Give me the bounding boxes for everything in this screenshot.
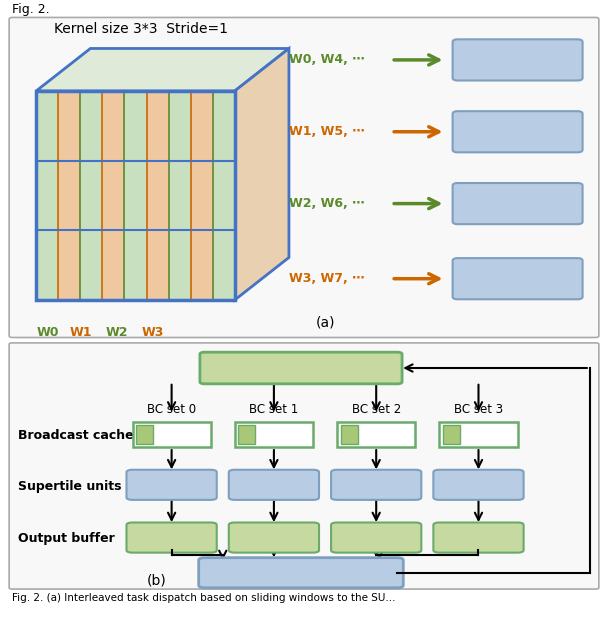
Text: Kernel size 3*3  Stride=1: Kernel size 3*3 Stride=1 — [54, 23, 228, 36]
FancyBboxPatch shape — [433, 470, 524, 500]
FancyBboxPatch shape — [453, 111, 583, 153]
FancyBboxPatch shape — [9, 18, 599, 337]
Text: SU 1: SU 1 — [258, 479, 290, 491]
Bar — [58, 91, 80, 300]
Text: SU 3: SU 3 — [500, 272, 535, 286]
Text: -------: ------- — [157, 430, 177, 439]
Text: W1, W5, ⋯: W1, W5, ⋯ — [289, 125, 365, 138]
Text: Broadcast cache: Broadcast cache — [18, 430, 134, 442]
Text: OB set 0: OB set 0 — [144, 531, 200, 544]
Bar — [238, 425, 255, 444]
Text: Input
feature map: Input feature map — [82, 362, 169, 390]
Text: W3, W7, ⋯: W3, W7, ⋯ — [289, 272, 365, 285]
FancyBboxPatch shape — [331, 470, 421, 500]
Text: W3: W3 — [141, 326, 164, 339]
Bar — [147, 91, 169, 300]
FancyBboxPatch shape — [453, 183, 583, 224]
FancyBboxPatch shape — [126, 470, 217, 500]
Text: BC set 1: BC set 1 — [249, 403, 298, 416]
FancyBboxPatch shape — [331, 522, 421, 553]
Text: SU 2: SU 2 — [360, 479, 392, 491]
Bar — [80, 91, 103, 300]
Text: Input buffer: Input buffer — [258, 362, 343, 374]
Polygon shape — [235, 48, 289, 300]
FancyBboxPatch shape — [199, 558, 403, 588]
FancyBboxPatch shape — [9, 343, 599, 589]
Polygon shape — [36, 48, 289, 91]
Bar — [341, 425, 357, 444]
Text: -------: ------- — [361, 430, 382, 439]
Bar — [125, 91, 147, 300]
Bar — [169, 91, 191, 300]
Text: OB set 2: OB set 2 — [348, 531, 404, 544]
Text: Supertile units: Supertile units — [18, 480, 122, 492]
Text: W0, W4, ⋯: W0, W4, ⋯ — [289, 53, 365, 67]
Bar — [212, 91, 235, 300]
Bar — [235, 422, 313, 447]
Bar — [133, 422, 211, 447]
Text: BC set 3: BC set 3 — [454, 403, 503, 416]
FancyBboxPatch shape — [433, 522, 524, 553]
Text: SU 0: SU 0 — [155, 479, 188, 491]
Bar — [136, 425, 153, 444]
Bar — [443, 425, 460, 444]
Text: -------: ------- — [464, 430, 484, 439]
Text: (b): (b) — [147, 573, 166, 587]
Bar — [337, 422, 415, 447]
FancyBboxPatch shape — [453, 258, 583, 300]
Text: W2: W2 — [106, 326, 128, 339]
Text: OB set 3: OB set 3 — [451, 531, 507, 544]
Text: -------: ------- — [259, 430, 280, 439]
Text: W1: W1 — [69, 326, 92, 339]
Text: W2, W6, ⋯: W2, W6, ⋯ — [289, 197, 365, 210]
Text: Output buffer: Output buffer — [18, 533, 115, 545]
Text: SU 1: SU 1 — [500, 125, 535, 139]
Text: Assemble reader: Assemble reader — [242, 566, 360, 579]
Text: OB set 1: OB set 1 — [246, 531, 302, 544]
FancyBboxPatch shape — [200, 352, 402, 384]
Bar — [440, 422, 518, 447]
Text: SU 2: SU 2 — [500, 197, 535, 210]
FancyBboxPatch shape — [229, 522, 319, 553]
Text: BC set 2: BC set 2 — [352, 403, 401, 416]
FancyBboxPatch shape — [229, 470, 319, 500]
Bar — [103, 91, 125, 300]
Bar — [36, 91, 58, 300]
Text: W0: W0 — [36, 326, 59, 339]
FancyBboxPatch shape — [453, 40, 583, 80]
Text: SU 0: SU 0 — [500, 53, 535, 67]
Text: Fig. 2.: Fig. 2. — [12, 3, 50, 16]
Bar — [191, 91, 212, 300]
Text: (a): (a) — [316, 315, 335, 329]
FancyBboxPatch shape — [126, 522, 217, 553]
Text: SU 3: SU 3 — [462, 479, 494, 491]
Text: Fig. 2. (a) Interleaved task dispatch based on sliding windows to the SU...: Fig. 2. (a) Interleaved task dispatch ba… — [12, 593, 396, 604]
Text: BC set 0: BC set 0 — [147, 403, 196, 416]
